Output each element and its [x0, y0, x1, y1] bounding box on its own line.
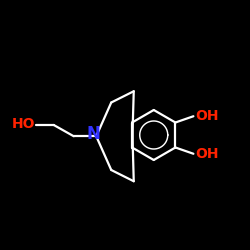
- Text: HO: HO: [12, 118, 35, 132]
- Text: OH: OH: [196, 147, 219, 161]
- Text: N: N: [86, 125, 100, 143]
- Text: OH: OH: [196, 109, 219, 123]
